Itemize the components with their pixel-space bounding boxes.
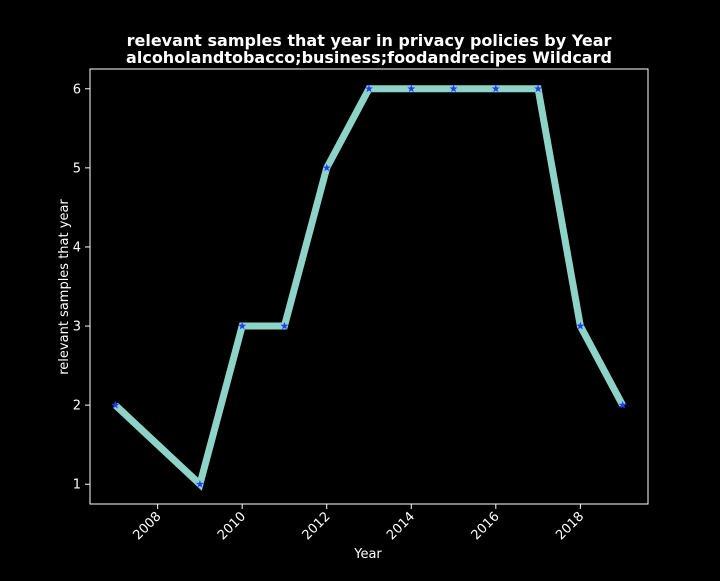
data-point-marker — [576, 321, 585, 330]
y-tick-label: 6 — [73, 82, 81, 97]
x-tick-label: 2008 — [130, 509, 164, 543]
data-point-marker — [534, 84, 543, 93]
data-point-marker — [491, 84, 500, 93]
y-tick-label: 5 — [73, 161, 81, 176]
x-axis: 2008 2010 2012 2014 2016 2018 — [130, 504, 587, 543]
data-point-marker — [238, 321, 247, 330]
x-tick-label: 2014 — [384, 509, 418, 543]
x-axis-label: Year — [353, 547, 382, 562]
y-axis: 1 2 3 4 5 6 — [73, 82, 90, 493]
series-line — [112, 85, 626, 491]
data-point-marker — [449, 84, 458, 93]
y-axis-label: relevant samples that year — [57, 199, 72, 375]
data-point-marker — [195, 480, 204, 488]
data-point-marker — [111, 400, 120, 409]
series-layer — [111, 84, 627, 491]
data-point-marker — [618, 400, 627, 409]
y-tick-label: 3 — [73, 320, 81, 335]
y-tick-label: 2 — [73, 399, 81, 414]
data-point-marker — [407, 84, 416, 93]
data-point-marker — [365, 84, 373, 93]
chart-title-line-2: alcoholandtobacco;business;foodandrecipe… — [126, 48, 612, 67]
data-point-marker — [280, 321, 289, 330]
x-tick-label: 2010 — [215, 509, 249, 543]
chart-title-line-1: relevant samples that year in privacy po… — [127, 31, 612, 50]
data-point-marker — [322, 163, 331, 172]
plot-frame — [89, 68, 649, 505]
x-tick-label: 2016 — [469, 509, 503, 543]
y-tick-label: 4 — [73, 240, 81, 255]
y-tick-label: 1 — [73, 478, 81, 493]
x-tick-label: 2012 — [300, 509, 334, 543]
x-tick-label: 2018 — [553, 509, 587, 543]
